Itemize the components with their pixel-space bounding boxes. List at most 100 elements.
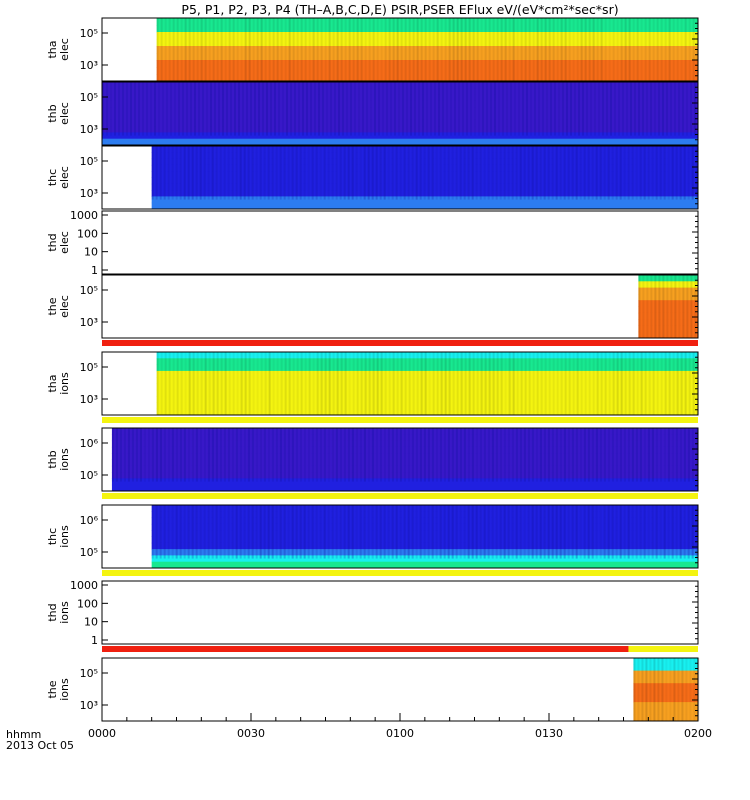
y-axis-label: thd (46, 233, 59, 251)
speckle-column (411, 146, 414, 200)
heatmap-band (633, 708, 698, 716)
speckle-column (298, 82, 300, 136)
speckle-column (659, 505, 662, 559)
speckle-column (187, 505, 190, 559)
speckle-column (371, 146, 374, 200)
speckle-column (595, 146, 598, 200)
speckle-column (367, 505, 370, 559)
speckle-column (648, 18, 651, 81)
speckle-column (308, 18, 311, 81)
speckle-column (582, 82, 584, 136)
speckle-column (479, 505, 482, 559)
speckle-column (394, 82, 396, 136)
y-axis-label: ions (58, 448, 71, 471)
heatmap-band (638, 300, 698, 307)
speckle-column (180, 18, 183, 81)
speckle-column (208, 18, 211, 81)
speckle-column (665, 658, 668, 721)
speckle-column (495, 505, 498, 559)
speckle-column (340, 18, 343, 81)
speckle-column (540, 352, 543, 415)
speckle-column (560, 352, 563, 415)
speckle-column (150, 82, 152, 136)
y-axis-label: ions (58, 678, 71, 701)
speckle-column (211, 428, 214, 482)
speckle-column (360, 352, 363, 415)
speckle-column (661, 658, 664, 721)
speckle-column (102, 82, 104, 136)
speckle-column (527, 428, 530, 482)
speckle-column (159, 428, 162, 482)
speckle-column (268, 352, 271, 415)
heatmap-band (151, 177, 698, 185)
speckle-column (271, 505, 274, 559)
speckle-column (319, 505, 322, 559)
speckle-column (203, 505, 206, 559)
speckle-column (224, 18, 227, 81)
speckle-column (358, 82, 360, 136)
speckle-column (592, 352, 595, 415)
speckle-column (511, 428, 514, 482)
speckle-column (324, 18, 327, 81)
speckle-column (454, 82, 456, 136)
speckle-column (467, 428, 470, 482)
speckle-column (223, 146, 226, 200)
speckle-column (483, 146, 486, 200)
speckle-column (264, 352, 267, 415)
speckle-column (167, 146, 170, 200)
speckle-column (516, 352, 519, 415)
speckle-column (423, 146, 426, 200)
speckle-column (403, 146, 406, 200)
speckle-column (510, 82, 512, 136)
speckle-column (344, 18, 347, 81)
speckle-column (354, 82, 356, 136)
speckle-column (127, 428, 130, 482)
heatmap-band (102, 126, 698, 133)
speckle-column (607, 428, 610, 482)
heatmap-band (633, 670, 698, 678)
speckle-column (474, 82, 476, 136)
speckle-column (227, 505, 230, 559)
speckle-column (548, 18, 551, 81)
speckle-column (203, 146, 206, 200)
speckle-column (462, 82, 464, 136)
speckle-column (657, 658, 660, 721)
speckle-column (603, 146, 606, 200)
speckle-column (431, 505, 434, 559)
speckle-column (259, 146, 262, 200)
speckle-column (258, 82, 260, 136)
speckle-column (470, 82, 472, 136)
speckle-column (668, 352, 671, 415)
speckle-column (195, 428, 198, 482)
speckle-column (580, 352, 583, 415)
speckle-column (475, 505, 478, 559)
speckle-column (215, 428, 218, 482)
heatmap-band (151, 196, 698, 204)
heatmap-band (151, 549, 698, 556)
speckle-column (658, 275, 661, 338)
heatmap-band (633, 658, 698, 665)
speckle-column (366, 82, 368, 136)
speckle-column (635, 505, 638, 559)
speckle-column (538, 82, 540, 136)
y-tick-label: 10⁵ (80, 91, 98, 104)
speckle-column (206, 82, 208, 136)
speckle-column (247, 505, 250, 559)
heatmap-band (111, 459, 698, 467)
chart-title: P5, P1, P2, P3, P4 (TH–A,B,C,D,E) PSIR,P… (181, 2, 618, 17)
speckle-column (218, 82, 220, 136)
speckle-column (383, 505, 386, 559)
speckle-column (452, 18, 455, 81)
speckle-column (360, 18, 363, 81)
speckle-column (247, 146, 250, 200)
speckle-column (334, 82, 336, 136)
speckle-column (576, 352, 579, 415)
speckle-column (395, 146, 398, 200)
speckle-column (403, 505, 406, 559)
speckle-column (623, 146, 626, 200)
speckle-column (419, 146, 422, 200)
speckle-column (267, 505, 270, 559)
speckle-column (488, 18, 491, 81)
